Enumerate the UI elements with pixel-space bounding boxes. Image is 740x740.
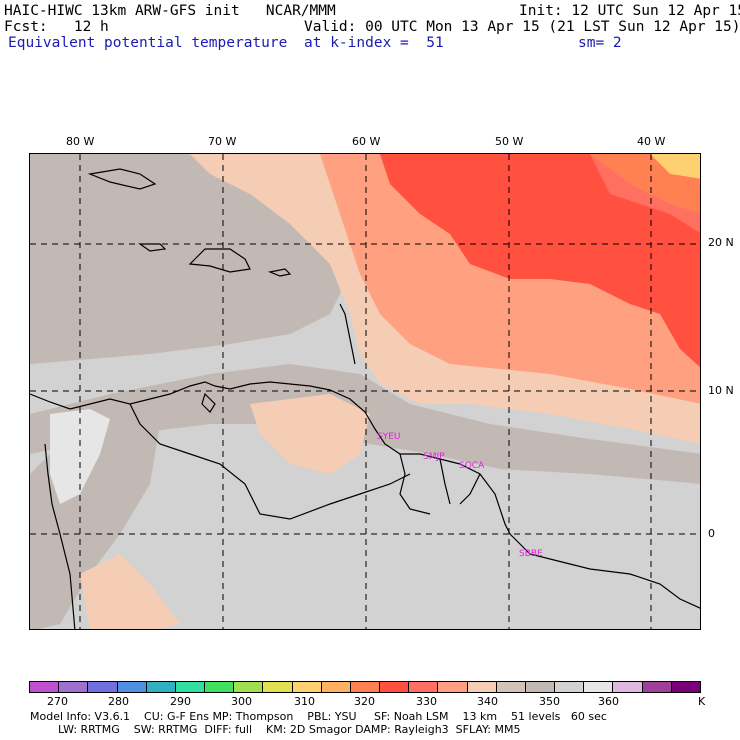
colorbar-swatch xyxy=(88,682,118,692)
lon-label-80w: 80 W xyxy=(66,135,95,148)
colorbar-tick: 330 xyxy=(416,695,437,708)
station-label: SOCA xyxy=(459,461,485,471)
lon-label-40w: 40 W xyxy=(637,135,666,148)
colorbar-swatch xyxy=(59,682,89,692)
model-info-line1: Model Info: V3.6.1 CU: G-F Ens MP: Thomp… xyxy=(30,710,607,723)
colorbar-swatch xyxy=(234,682,264,692)
map-canvas xyxy=(30,154,700,629)
colorbar-tick: 300 xyxy=(231,695,252,708)
lon-label-50w: 50 W xyxy=(495,135,524,148)
station-label: SMJP xyxy=(423,452,445,462)
french-guiana-border xyxy=(459,473,481,505)
colorbar-swatch xyxy=(555,682,585,692)
colorbar-tick: 360 xyxy=(598,695,619,708)
suriname-border xyxy=(439,458,451,505)
lon-label-70w: 70 W xyxy=(208,135,237,148)
valid-time: Valid: 00 UTC Mon 13 Apr 15 (21 LST Sun … xyxy=(304,19,740,35)
colombia-border xyxy=(44,443,76,629)
colorbar-swatch xyxy=(146,682,176,692)
colorbar-swatch xyxy=(30,682,60,692)
colorbar xyxy=(29,681,701,693)
colorbar-swatch xyxy=(642,682,672,692)
colorbar-swatch xyxy=(263,682,293,692)
lat-label-10n: 10 N xyxy=(708,384,734,397)
station-label: SBBE xyxy=(519,549,543,559)
shade-340-345-sw-coast xyxy=(80,554,180,629)
shade-325-330 xyxy=(380,154,700,368)
shade-315-320 xyxy=(650,154,700,179)
colorbar-tick: 290 xyxy=(170,695,191,708)
cuba xyxy=(87,168,157,190)
colorbar-swatch xyxy=(671,682,700,692)
colorbar-tick: 310 xyxy=(294,695,315,708)
colorbar-tick: 340 xyxy=(477,695,498,708)
field-name: Equivalent potential temperature xyxy=(8,35,288,51)
model-info-line2: LW: RRTMG SW: RRTMG DIFF: full KM: 2D Sm… xyxy=(30,723,521,736)
jamaica xyxy=(138,243,167,252)
colorbar-swatch xyxy=(438,682,468,692)
colorbar-swatch xyxy=(380,682,410,692)
lat-label-0: 0 xyxy=(708,527,715,540)
puerto-rico xyxy=(267,268,292,277)
colorbar-swatch xyxy=(292,682,322,692)
theta-e-map xyxy=(29,153,701,630)
lat-label-20n: 20 N xyxy=(708,236,734,249)
colorbar-swatch xyxy=(584,682,614,692)
colorbar-tick: 350 xyxy=(539,695,560,708)
lake-maracaibo xyxy=(201,392,216,413)
colorbar-swatch xyxy=(496,682,526,692)
lesser-antilles xyxy=(339,303,356,365)
forecast-hour: Fcst: 12 h xyxy=(4,19,109,35)
init-time: Init: 12 UTC Sun 12 Apr 15 xyxy=(519,3,740,19)
colorbar-swatch xyxy=(321,682,351,692)
station-label: SYEU xyxy=(377,432,401,442)
coastlines xyxy=(30,168,700,629)
venezuela-border xyxy=(129,403,411,520)
colorbar-swatch xyxy=(350,682,381,692)
south-america-coast xyxy=(30,381,700,609)
model-title: HAIC-HIWC 13km ARW-GFS init NCAR/MMM xyxy=(4,3,336,19)
colorbar-swatch xyxy=(117,682,147,692)
shade-320-325 xyxy=(590,154,700,214)
colorbar-tick: 280 xyxy=(108,695,129,708)
colorbar-swatch xyxy=(613,682,643,692)
colorbar-swatch xyxy=(409,682,439,692)
lon-label-60w: 60 W xyxy=(352,135,381,148)
colorbar-tick: 270 xyxy=(47,695,68,708)
level-info: at k-index = 51 xyxy=(304,35,444,51)
guyana-border xyxy=(399,453,431,515)
colorbar-swatch xyxy=(175,682,206,692)
colorbar-unit: K xyxy=(698,695,706,708)
hispaniola xyxy=(188,248,251,273)
colorbar-swatch xyxy=(525,682,556,692)
colorbar-swatch xyxy=(467,682,497,692)
shade-340-345-south xyxy=(250,394,370,474)
smoothing-info: sm= 2 xyxy=(578,35,622,51)
colorbar-swatch xyxy=(205,682,235,692)
colorbar-tick: 320 xyxy=(354,695,375,708)
